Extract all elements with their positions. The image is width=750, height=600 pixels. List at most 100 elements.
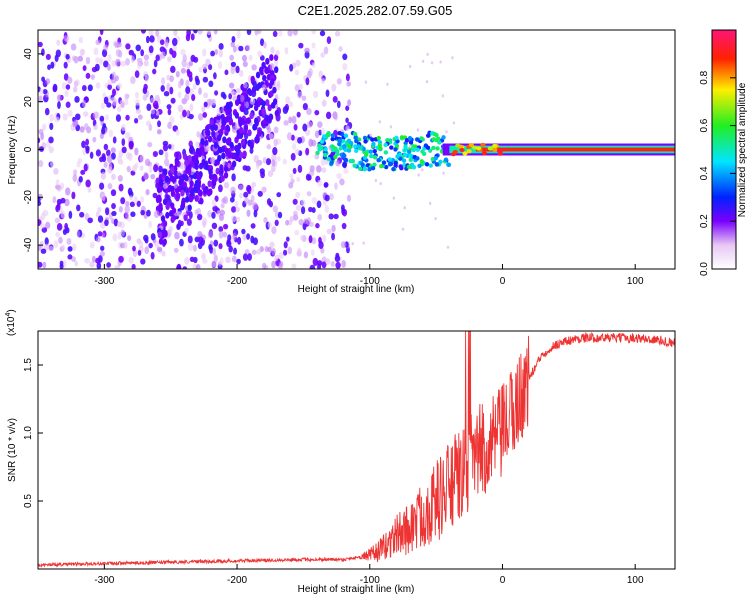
spectrogram-cell — [165, 211, 170, 219]
x-tick-label: -100 — [360, 575, 380, 586]
y-tick-label: 1.5 — [23, 358, 34, 372]
snr-series-line — [38, 331, 675, 569]
spectrogram-cell — [291, 115, 297, 124]
spectrogram-cell — [218, 49, 223, 58]
spectrogram-cell — [110, 147, 116, 154]
spectrogram-cell — [193, 30, 198, 34]
figure-title: C2E1.2025.282.07.59.G05 — [298, 3, 453, 18]
spectrogram-cell — [97, 215, 104, 223]
spectrogram-cell — [164, 41, 169, 49]
spectrogram-cell — [352, 163, 357, 168]
spectrogram-cell — [152, 151, 159, 158]
spectrogram-cell — [401, 227, 405, 231]
spectrogram-cell — [161, 250, 166, 257]
snr-multiplier-base: (x104) — [5, 309, 17, 336]
spectrogram-cell — [111, 77, 117, 84]
spectrogram-cell — [225, 109, 230, 116]
spectrogram-cell — [128, 256, 134, 264]
spectrogram-cell — [212, 247, 217, 256]
spectrogram-cell — [85, 138, 90, 146]
spectrogram-cell — [124, 205, 130, 214]
spectrogram-cell — [167, 143, 172, 150]
spectrogram-cell — [330, 151, 335, 157]
spectrogram-cell — [425, 80, 429, 84]
spectrogram-cell — [216, 134, 222, 142]
spectrogram-cell — [162, 140, 169, 147]
spectrogram-cell — [222, 136, 227, 144]
spectrogram-cell — [230, 41, 235, 48]
spectrogram-cell — [72, 243, 77, 251]
spectrogram-cell — [80, 169, 86, 175]
spectrogram-cell — [100, 221, 106, 229]
spectrogram-cell — [170, 97, 176, 104]
spectrogram-cell — [244, 249, 250, 255]
spectrogram-cell — [197, 113, 204, 121]
colorbar: 0.0 0.2 0.4 0.6 0.8 Normalized spectral ampl… — [699, 29, 748, 276]
spectrogram-cell — [252, 80, 257, 88]
spectrogram-cell — [408, 153, 413, 159]
spectrogram-cell — [148, 242, 153, 249]
spectrogram-cell — [103, 60, 109, 68]
spectrogram-cell — [180, 48, 186, 56]
spectrogram-cell — [261, 84, 267, 92]
spectrogram-cell — [202, 258, 208, 264]
spectrogram-cell — [337, 138, 343, 143]
spectrogram-cell — [206, 189, 212, 197]
spectrogram-cell — [239, 151, 244, 159]
spectrogram-cell — [271, 260, 276, 269]
spectrogram-cell — [188, 113, 194, 120]
spectrogram-cell — [176, 263, 182, 269]
spectrogram-cell — [253, 104, 259, 112]
spectrogram-cell — [173, 30, 178, 37]
spectrogram-cell — [184, 174, 189, 182]
spectrogram-cell — [166, 74, 171, 81]
spectrogram-cell — [287, 30, 293, 37]
spectrogram-cell — [150, 97, 156, 104]
spectrogram-cell — [254, 30, 259, 36]
spectrogram-cell — [118, 206, 123, 213]
spectrogram-cell — [76, 161, 81, 168]
spectrogram-cell — [127, 235, 132, 241]
spectrogram-cell — [387, 157, 392, 162]
spectrogram-cell — [299, 235, 304, 241]
spectrogram-cell — [271, 153, 277, 162]
spectrogram-cell — [145, 35, 150, 44]
spectrogram-cell — [220, 113, 225, 121]
spectrogram-cell — [317, 260, 323, 266]
spectrogram-cell — [298, 219, 304, 226]
spectrogram-cell — [177, 91, 182, 99]
spectrogram-cell — [315, 223, 320, 229]
spectrogram-cell — [185, 33, 191, 42]
spectrogram-cell — [194, 163, 199, 171]
spectrogram-cell — [176, 170, 181, 177]
spectrogram-cell — [228, 118, 233, 126]
spectrogram-cell — [428, 201, 432, 205]
spectrogram-cell — [236, 30, 241, 39]
spectrogram-cell — [135, 44, 142, 52]
spectrogram-cell — [211, 259, 217, 268]
spectrogram-cell — [265, 57, 270, 65]
spectrogram-cell — [317, 121, 323, 129]
spectrogram-cell — [415, 156, 420, 161]
spectrogram-cell — [278, 263, 283, 269]
spectrogram-cell — [379, 163, 384, 169]
spectrogram-cell — [75, 113, 81, 121]
spectrogram-cell — [297, 137, 303, 144]
spectrogram-cell — [188, 194, 194, 203]
spectrogram-cell — [95, 211, 100, 218]
spectrogram-cell — [235, 149, 240, 157]
spectrogram-cell — [308, 67, 313, 77]
spectrogram-cell — [257, 129, 262, 137]
spectrogram-cell — [119, 99, 125, 108]
spectrogram-cell — [93, 47, 99, 56]
spectrogram-cell — [283, 241, 288, 249]
spectrogram-cell — [78, 175, 83, 183]
spectrogram-cell — [406, 149, 412, 154]
spectrogram-cell — [139, 240, 144, 249]
spectrogram-cell — [218, 243, 223, 250]
spectrogram-cell — [421, 168, 424, 172]
spectrogram-cell — [290, 134, 295, 141]
spectrogram-cell — [184, 93, 190, 102]
spectrogram-cell — [171, 37, 178, 47]
